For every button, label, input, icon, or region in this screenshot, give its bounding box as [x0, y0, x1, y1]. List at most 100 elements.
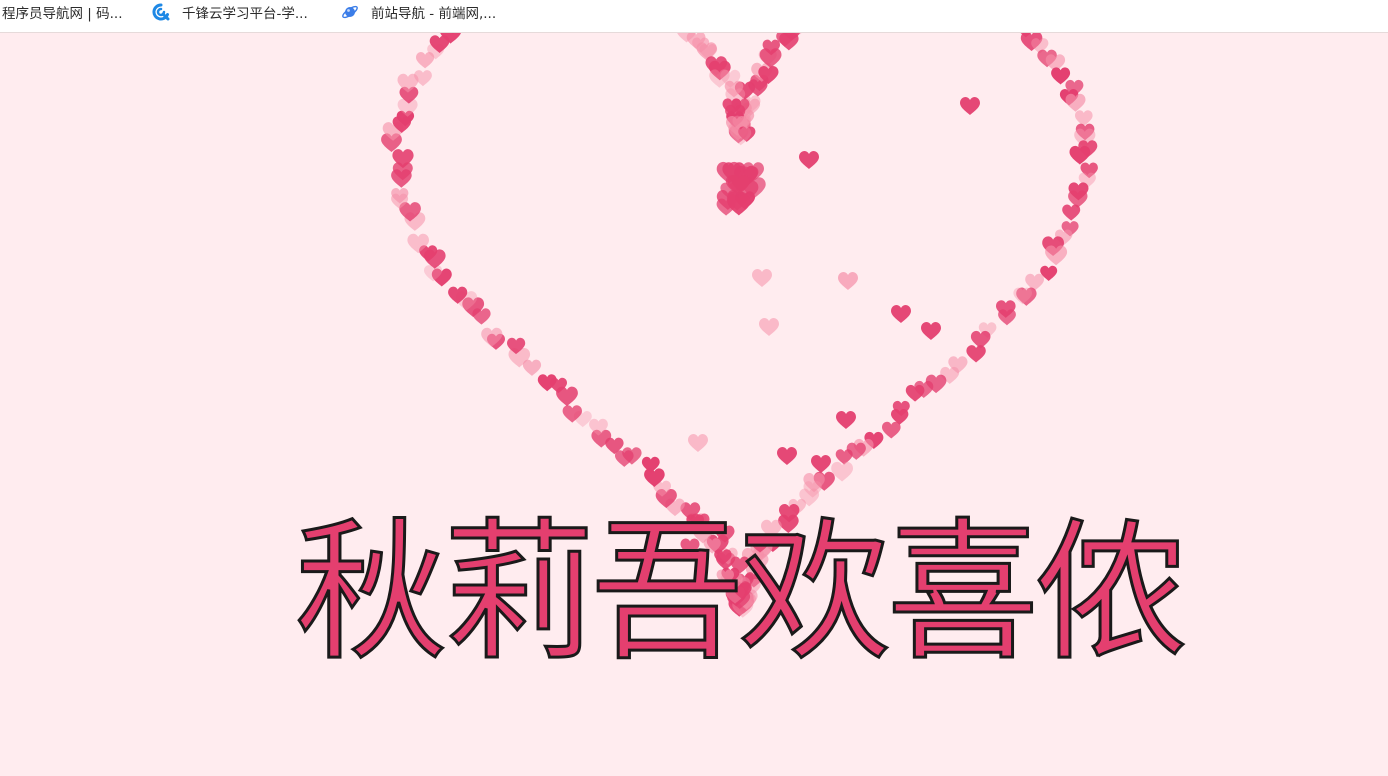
small-heart [778, 514, 799, 534]
small-heart [693, 525, 713, 544]
small-heart [831, 461, 853, 482]
small-heart [397, 98, 418, 117]
small-heart [1045, 245, 1068, 266]
small-heart [960, 97, 980, 115]
bookmark-qianfeng[interactable]: 千锋云学习平台-学... [152, 0, 308, 24]
love-headline: 秋莉吾欢喜侬 [294, 503, 1189, 683]
small-heart [690, 513, 710, 531]
small-heart [803, 481, 822, 498]
small-heart [556, 386, 578, 407]
small-heart [811, 455, 831, 473]
small-heart [396, 110, 415, 127]
small-heart [882, 421, 901, 439]
small-heart [506, 337, 526, 355]
small-heart [750, 535, 770, 553]
small-heart [724, 80, 744, 98]
small-heart [727, 175, 750, 195]
small-heart [998, 309, 1016, 326]
small-heart [1051, 67, 1071, 85]
small-heart [905, 384, 925, 402]
small-heart [451, 33, 455, 35]
small-heart [709, 69, 730, 88]
small-heart [644, 468, 665, 487]
small-heart [715, 525, 735, 543]
small-heart [399, 86, 419, 104]
small-heart [381, 133, 402, 153]
small-heart [966, 345, 986, 363]
small-heart [758, 66, 779, 85]
small-heart [605, 437, 624, 455]
small-heart [448, 286, 468, 304]
small-heart [419, 245, 438, 262]
small-heart [762, 39, 780, 56]
small-heart [440, 33, 461, 44]
small-heart [615, 450, 634, 467]
small-heart [730, 126, 752, 146]
small-heart [732, 582, 752, 600]
heart-of-hearts [381, 33, 1098, 618]
small-heart [835, 449, 853, 465]
small-heart [392, 162, 413, 181]
small-heart [759, 48, 782, 68]
small-heart [716, 569, 734, 586]
small-heart [1016, 287, 1037, 306]
small-heart [1013, 287, 1032, 305]
bookmark-label: 千锋云学习平台-学... [182, 6, 308, 22]
small-heart [416, 52, 435, 69]
small-heart [803, 473, 825, 493]
love-page-canvas: 秋莉吾欢喜侬 [0, 33, 1388, 776]
small-heart [641, 456, 660, 473]
small-heart [1031, 38, 1049, 54]
bookmarks-bar: 程序员导航网 | 码... 千锋云学习平台-学... 前站导航 - 前端网,..… [0, 0, 1388, 33]
small-heart [508, 348, 531, 368]
small-heart [696, 42, 717, 61]
small-heart [1040, 265, 1058, 281]
small-heart [589, 418, 608, 436]
small-heart [429, 35, 450, 54]
bookmark-qianzhan-daohang[interactable]: 前站导航 - 前端网,... [341, 0, 496, 24]
small-heart [970, 330, 991, 349]
small-heart [562, 405, 582, 423]
small-heart [798, 33, 802, 35]
bookmark-label: 程序员导航网 | 码... [2, 6, 123, 22]
small-heart [414, 70, 432, 87]
small-heart [591, 429, 612, 448]
small-heart [836, 411, 856, 429]
small-heart [891, 305, 911, 323]
small-heart [431, 268, 452, 287]
small-heart [1068, 190, 1088, 208]
small-heart [537, 374, 557, 392]
small-heart [708, 60, 731, 81]
small-heart [397, 73, 419, 93]
small-heart [891, 409, 909, 425]
small-heart [777, 447, 797, 465]
small-heart [424, 265, 443, 282]
bookmark-chengxuyuan-daohang[interactable]: 程序员导航网 | 码... [2, 0, 123, 24]
small-heart [1080, 162, 1098, 179]
small-heart [522, 359, 542, 376]
small-heart [1020, 33, 1043, 52]
small-heart [392, 149, 414, 169]
small-heart [407, 233, 429, 254]
small-heart [752, 269, 772, 287]
small-heart [838, 272, 858, 290]
small-heart [399, 202, 421, 222]
small-heart [462, 297, 485, 318]
small-heart [1045, 54, 1066, 72]
small-heart [391, 188, 409, 204]
small-heart [783, 33, 801, 41]
small-heart [1025, 273, 1044, 291]
bookmark-label: 前站导航 - 前端网,... [371, 6, 497, 22]
small-heart [738, 126, 756, 142]
small-heart [1075, 123, 1095, 141]
small-heart [653, 480, 671, 497]
small-heart [688, 434, 708, 452]
small-heart [1065, 93, 1086, 112]
small-heart [1075, 110, 1093, 127]
small-heart [799, 151, 819, 169]
small-heart [1069, 145, 1091, 165]
small-heart [727, 194, 751, 216]
planet-icon [342, 5, 358, 19]
small-heart [680, 538, 700, 556]
small-heart [481, 327, 503, 347]
